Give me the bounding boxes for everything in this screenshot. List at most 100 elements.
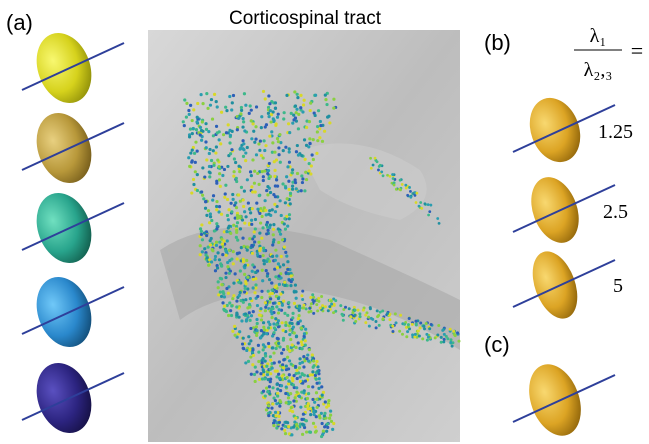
tract-point xyxy=(409,195,413,199)
tract-point xyxy=(255,303,260,308)
tract-point xyxy=(334,309,338,313)
tract-point xyxy=(422,324,426,328)
tract-point xyxy=(289,280,293,284)
tract-point xyxy=(280,303,285,307)
axis-line xyxy=(512,374,616,423)
tract-point xyxy=(344,305,348,309)
tract-point xyxy=(259,336,263,340)
tract-point xyxy=(205,213,209,217)
tract-point xyxy=(230,108,234,112)
tract-point xyxy=(226,218,230,222)
tract-point xyxy=(273,410,278,414)
equals: = xyxy=(631,38,643,63)
tract-point xyxy=(316,365,320,369)
tract-point xyxy=(235,251,240,255)
tract-point xyxy=(311,157,315,162)
tract-point xyxy=(270,254,275,258)
tract-point xyxy=(222,295,227,299)
tract-point xyxy=(245,348,249,353)
tract-point xyxy=(407,316,411,320)
tract-point xyxy=(265,328,269,332)
tract-point xyxy=(271,240,276,244)
tract-point xyxy=(204,127,209,131)
tract-point xyxy=(406,330,410,334)
tract-point xyxy=(275,402,279,406)
tract-point xyxy=(266,289,270,293)
tract-point xyxy=(272,423,276,428)
tract-point xyxy=(274,294,279,298)
tract-point xyxy=(309,309,313,313)
tract-point xyxy=(279,292,283,296)
tract-point xyxy=(250,244,255,248)
tract-point xyxy=(247,342,251,346)
tract-point xyxy=(427,213,430,217)
tract-point xyxy=(231,329,235,333)
tract-point xyxy=(231,297,235,301)
tract-point xyxy=(193,160,197,164)
tract-point xyxy=(299,326,304,330)
tract-point xyxy=(309,172,313,176)
axis-line xyxy=(512,104,616,153)
tract-point xyxy=(270,288,274,292)
tract-point xyxy=(274,289,279,294)
tract-point xyxy=(224,183,228,187)
tract-point xyxy=(185,101,189,105)
tract-point xyxy=(260,268,264,272)
tract-point xyxy=(213,269,218,273)
tract-point xyxy=(289,283,293,288)
tract-point xyxy=(273,202,277,206)
tract-point xyxy=(377,168,380,172)
tract-point xyxy=(254,137,258,141)
tract-point xyxy=(269,358,273,362)
tract-point xyxy=(288,333,292,337)
tract-point xyxy=(275,204,279,209)
tract-point xyxy=(199,232,204,237)
tract-point xyxy=(296,321,300,326)
tract-point xyxy=(280,351,284,355)
tract-point xyxy=(268,355,272,359)
tract-point xyxy=(293,178,297,182)
tract-point xyxy=(271,402,275,406)
tract-point xyxy=(244,361,248,365)
tract-point xyxy=(199,229,203,233)
tract-point xyxy=(309,302,313,306)
tract-point xyxy=(369,156,372,160)
tract-point xyxy=(270,281,274,285)
tract-point xyxy=(311,370,315,374)
tract-point xyxy=(297,366,301,370)
tract-point xyxy=(241,236,245,240)
tract-point xyxy=(242,92,247,96)
tract-point xyxy=(256,171,260,176)
tract-point xyxy=(404,186,408,190)
tract-point xyxy=(295,390,299,394)
tract-point xyxy=(253,379,257,384)
tract-point xyxy=(257,313,261,317)
tract-point xyxy=(285,197,289,201)
tract-point xyxy=(266,389,270,394)
tract-point xyxy=(285,93,289,97)
tract-point xyxy=(213,254,218,259)
tract-point xyxy=(268,225,272,230)
tract-point xyxy=(296,127,301,131)
tract-point xyxy=(264,354,268,358)
tract-point xyxy=(293,364,298,369)
axis-line xyxy=(21,122,125,171)
tract-point xyxy=(216,251,220,255)
tract-point xyxy=(305,125,309,130)
tract-point xyxy=(278,232,283,236)
tract-point xyxy=(237,193,241,197)
tract-point xyxy=(267,277,272,282)
tract-point xyxy=(255,329,259,333)
tract-point xyxy=(242,189,246,193)
tract-point xyxy=(318,306,322,310)
tract-point xyxy=(269,297,273,301)
tract-point xyxy=(288,321,292,325)
tract-point xyxy=(295,107,299,111)
tract-point xyxy=(243,266,247,270)
tract-point xyxy=(240,342,245,346)
tract-point xyxy=(297,112,301,117)
tract-point xyxy=(380,170,384,174)
tract-point xyxy=(278,345,282,349)
tract-point xyxy=(281,328,285,332)
